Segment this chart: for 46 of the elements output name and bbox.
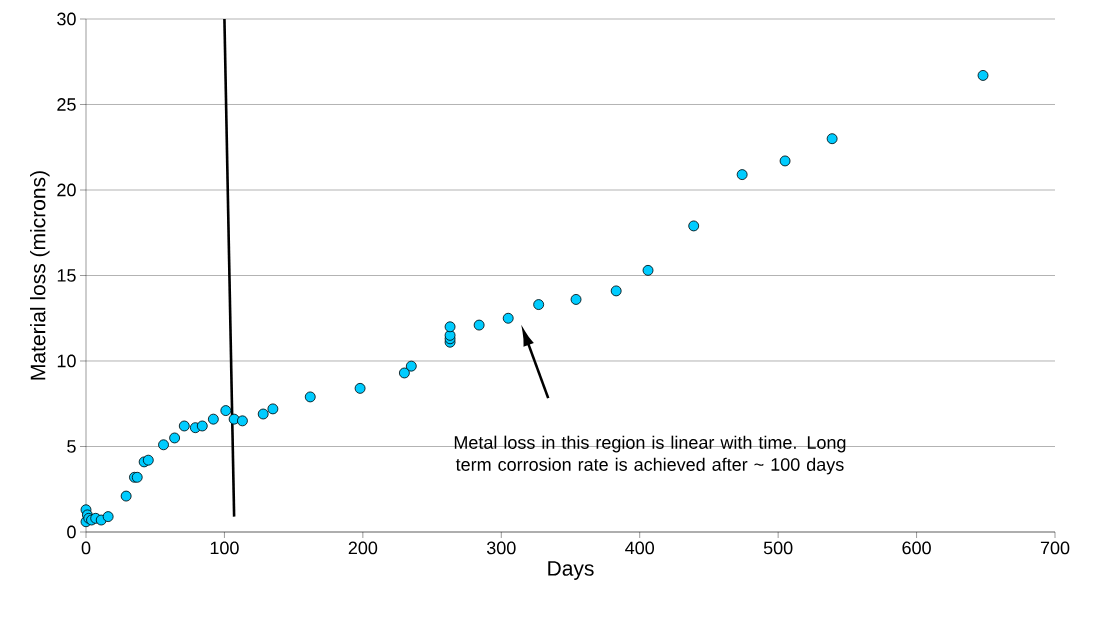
point: [120, 490, 132, 502]
x-tick-label: 500: [763, 541, 793, 555]
point: [502, 312, 514, 324]
point: [398, 367, 410, 379]
point: [642, 264, 654, 276]
y-axis-title: Material loss (microns): [30, 171, 50, 380]
point: [102, 511, 114, 523]
x-tick-label: 600: [902, 541, 931, 555]
point: [304, 391, 316, 403]
point: [257, 408, 269, 420]
point: [207, 413, 219, 425]
point: [354, 382, 366, 394]
x-tick-label: 100: [210, 541, 239, 555]
point: [610, 285, 622, 297]
point: [405, 360, 417, 372]
x-tick-label: 400: [625, 541, 655, 555]
point: [570, 294, 582, 305]
point: [977, 70, 989, 81]
y-tick-label: 25: [57, 98, 76, 111]
y-tick-label: 10: [57, 354, 76, 368]
point: [533, 299, 545, 310]
point: [779, 155, 791, 167]
x-tick-label: 300: [486, 541, 516, 555]
point: [178, 420, 190, 432]
point: [158, 439, 169, 451]
point: [736, 169, 748, 181]
point: [237, 415, 248, 427]
y-tick-label: 5: [67, 440, 76, 453]
point: [826, 133, 838, 145]
x-tick-label: 700: [1040, 541, 1070, 555]
point: [169, 432, 180, 444]
point: [267, 403, 279, 415]
x-tick-label: 200: [348, 541, 378, 555]
point: [220, 405, 232, 416]
y-tick-label: 15: [57, 269, 76, 282]
y-tick-label: 0: [67, 525, 76, 539]
point: [142, 454, 154, 466]
point: [473, 319, 485, 331]
x-axis-title: Days: [548, 561, 594, 580]
y-tick-label: 20: [57, 183, 76, 197]
annotation: Metal loss in this region is linear with time. Long term corrosion rate is achieved after ~ 100 days: [454, 435, 846, 475]
point: [196, 420, 208, 432]
point: [688, 220, 700, 232]
x-tick-label: 0: [81, 541, 91, 555]
point: [444, 321, 456, 333]
y-tick-label: 30: [57, 12, 76, 26]
